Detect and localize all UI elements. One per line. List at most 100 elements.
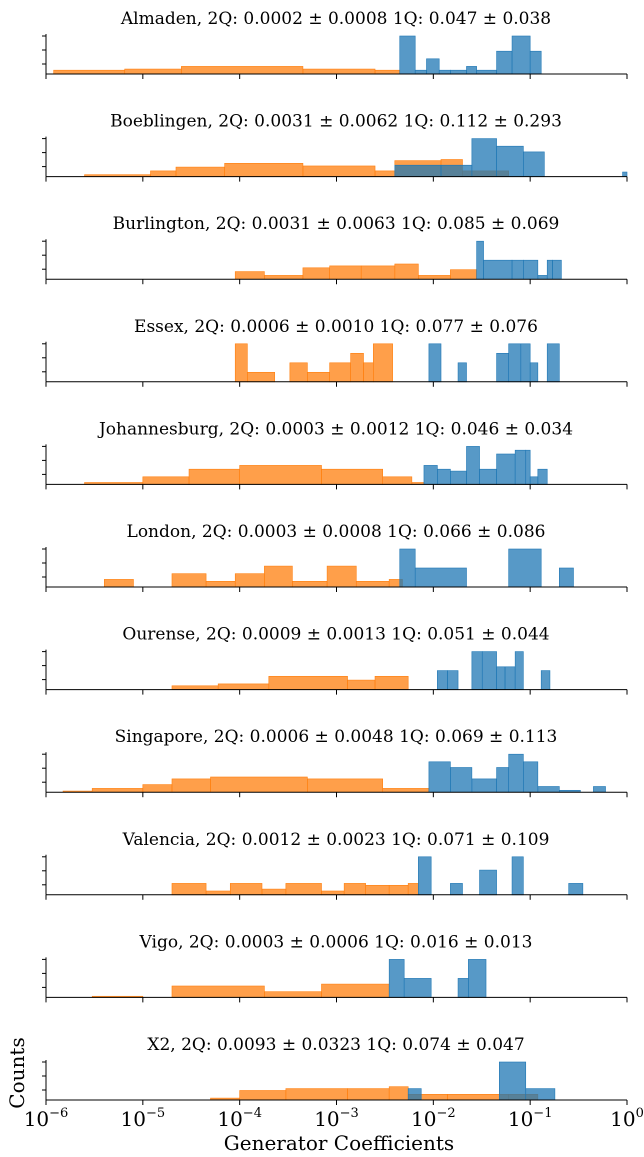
bar-2q: [347, 679, 376, 690]
x-axis-label: Generator Coefficients: [224, 1131, 454, 1155]
panel-title: Valencia, 2Q: 0.0012 ± 0.0023 1Q: 0.071 …: [122, 830, 550, 850]
bar-2q: [217, 683, 270, 690]
bar-1q: [514, 651, 524, 690]
bar-1q: [418, 856, 432, 896]
bar-2q: [363, 362, 374, 383]
bar-2q: [321, 983, 390, 998]
bar-2q: [374, 170, 396, 177]
x-tick-label: 100: [610, 1106, 644, 1131]
panel-8: Singapore, 2Q: 0.0006 ± 0.0048 1Q: 0.069…: [42, 727, 628, 798]
panel-4: Essex, 2Q: 0.0006 ± 0.0010 1Q: 0.077 ± 0…: [42, 317, 628, 387]
panel-title: Vigo, 2Q: 0.0003 ± 0.0006 1Q: 0.016 ± 0.…: [139, 932, 533, 952]
bar-1q: [496, 453, 516, 485]
x-tick-label: 10−4: [217, 1106, 262, 1131]
bar-1q: [428, 761, 451, 793]
bar-2q: [150, 170, 177, 177]
panel-title: Singapore, 2Q: 0.0006 ± 0.0048 1Q: 0.069…: [115, 727, 558, 747]
bar-2q: [307, 778, 384, 793]
panel-title: Johannesburg, 2Q: 0.0003 ± 0.0012 1Q: 0.…: [97, 419, 573, 439]
bar-1q: [481, 651, 497, 690]
bar-2q: [142, 476, 190, 485]
bar-1q: [529, 362, 539, 383]
bar-2q: [321, 890, 345, 896]
bar-1q: [438, 69, 451, 75]
bar-2q: [224, 163, 304, 177]
bar-1q: [546, 259, 553, 280]
bar-1q: [466, 66, 477, 75]
bar-2q: [124, 68, 182, 75]
x-tick-label: 10−1: [508, 1106, 553, 1131]
bar-2q: [347, 1088, 390, 1101]
panel-9: Valencia, 2Q: 0.0012 ± 0.0023 1Q: 0.071 …: [42, 830, 628, 900]
bar-1q: [428, 343, 442, 383]
bar-2q: [264, 275, 304, 280]
bar-1q: [483, 259, 513, 280]
x-tick-label: 10−2: [411, 1106, 456, 1131]
bar-1q: [568, 883, 584, 896]
bar-1q: [537, 468, 548, 485]
bar-1q: [496, 352, 509, 383]
panel-title: Essex, 2Q: 0.0006 ± 0.0010 1Q: 0.077 ± 0…: [134, 317, 538, 337]
bar-2q: [326, 565, 357, 588]
bar-2q: [355, 580, 390, 588]
bar-2q: [229, 883, 263, 896]
bar-1q: [447, 670, 459, 690]
bar-1q: [450, 767, 473, 793]
bar-2q: [142, 784, 173, 793]
bar-1q: [496, 50, 513, 75]
bar-1q: [394, 164, 442, 177]
bar-1q: [525, 449, 531, 485]
bar-2q: [247, 371, 275, 383]
bar-2q: [239, 465, 322, 485]
bar-1q: [403, 978, 432, 998]
bar-1q: [504, 666, 516, 690]
bar-1q: [520, 343, 531, 383]
bar-2q: [292, 580, 328, 588]
bar-2q: [261, 888, 287, 896]
bar-2q: [374, 69, 401, 75]
bar-2q: [450, 269, 477, 280]
panel-1: Almaden, 2Q: 0.0002 ± 0.0008 1Q: 0.047 ±…: [42, 9, 628, 79]
bar-1q: [479, 869, 497, 896]
bar-2q: [394, 263, 419, 280]
bar-1q: [457, 978, 469, 998]
panel-11: X2, 2Q: 0.0093 ± 0.0323 1Q: 0.074 ± 0.04…: [42, 1035, 628, 1105]
bar-2q: [418, 275, 451, 280]
bar-1q: [508, 548, 542, 588]
bar-2q: [289, 362, 308, 383]
bar-1q: [388, 959, 405, 998]
bar-2q: [205, 580, 236, 588]
bar-2q: [210, 776, 308, 793]
bar-1q: [537, 275, 548, 280]
bar-2q: [302, 267, 330, 280]
bar-2q: [350, 352, 364, 383]
bar-1q: [593, 786, 606, 793]
panel-title: Ourense, 2Q: 0.0009 ± 0.0013 1Q: 0.051 ±…: [122, 625, 549, 645]
bar-2q: [382, 476, 413, 485]
bar-2q: [365, 884, 390, 896]
x-tick-label: 10−5: [121, 1106, 166, 1131]
bar-2q: [181, 66, 304, 75]
bar-1q: [414, 69, 427, 75]
bar-1q: [525, 1088, 556, 1101]
panel-title: X2, 2Q: 0.0093 ± 0.0323 1Q: 0.074 ± 0.04…: [147, 1035, 524, 1055]
bar-2q: [268, 675, 348, 690]
panel-5: Johannesburg, 2Q: 0.0003 ± 0.0012 1Q: 0.…: [42, 419, 628, 490]
bar-1q: [540, 670, 551, 690]
bar-2q: [171, 985, 265, 998]
bar-1q: [450, 470, 467, 485]
bar-2q: [388, 884, 409, 896]
panel-7: Ourense, 2Q: 0.0009 ± 0.0013 1Q: 0.051 ±…: [42, 625, 628, 695]
bar-2q: [388, 1086, 409, 1101]
bar-2q: [234, 271, 265, 280]
bar-2q: [343, 883, 366, 896]
bar-2q: [302, 68, 376, 75]
bar-2q: [329, 265, 362, 280]
panel-title: London, 2Q: 0.0003 ± 0.0008 1Q: 0.066 ± …: [127, 522, 546, 542]
bar-1q: [523, 259, 539, 280]
panel-2: Boeblingen, 2Q: 0.0031 ± 0.0062 1Q: 0.11…: [42, 112, 628, 182]
bar-1q: [511, 856, 524, 896]
bar-2q: [175, 166, 225, 177]
bar-1q: [496, 145, 524, 177]
